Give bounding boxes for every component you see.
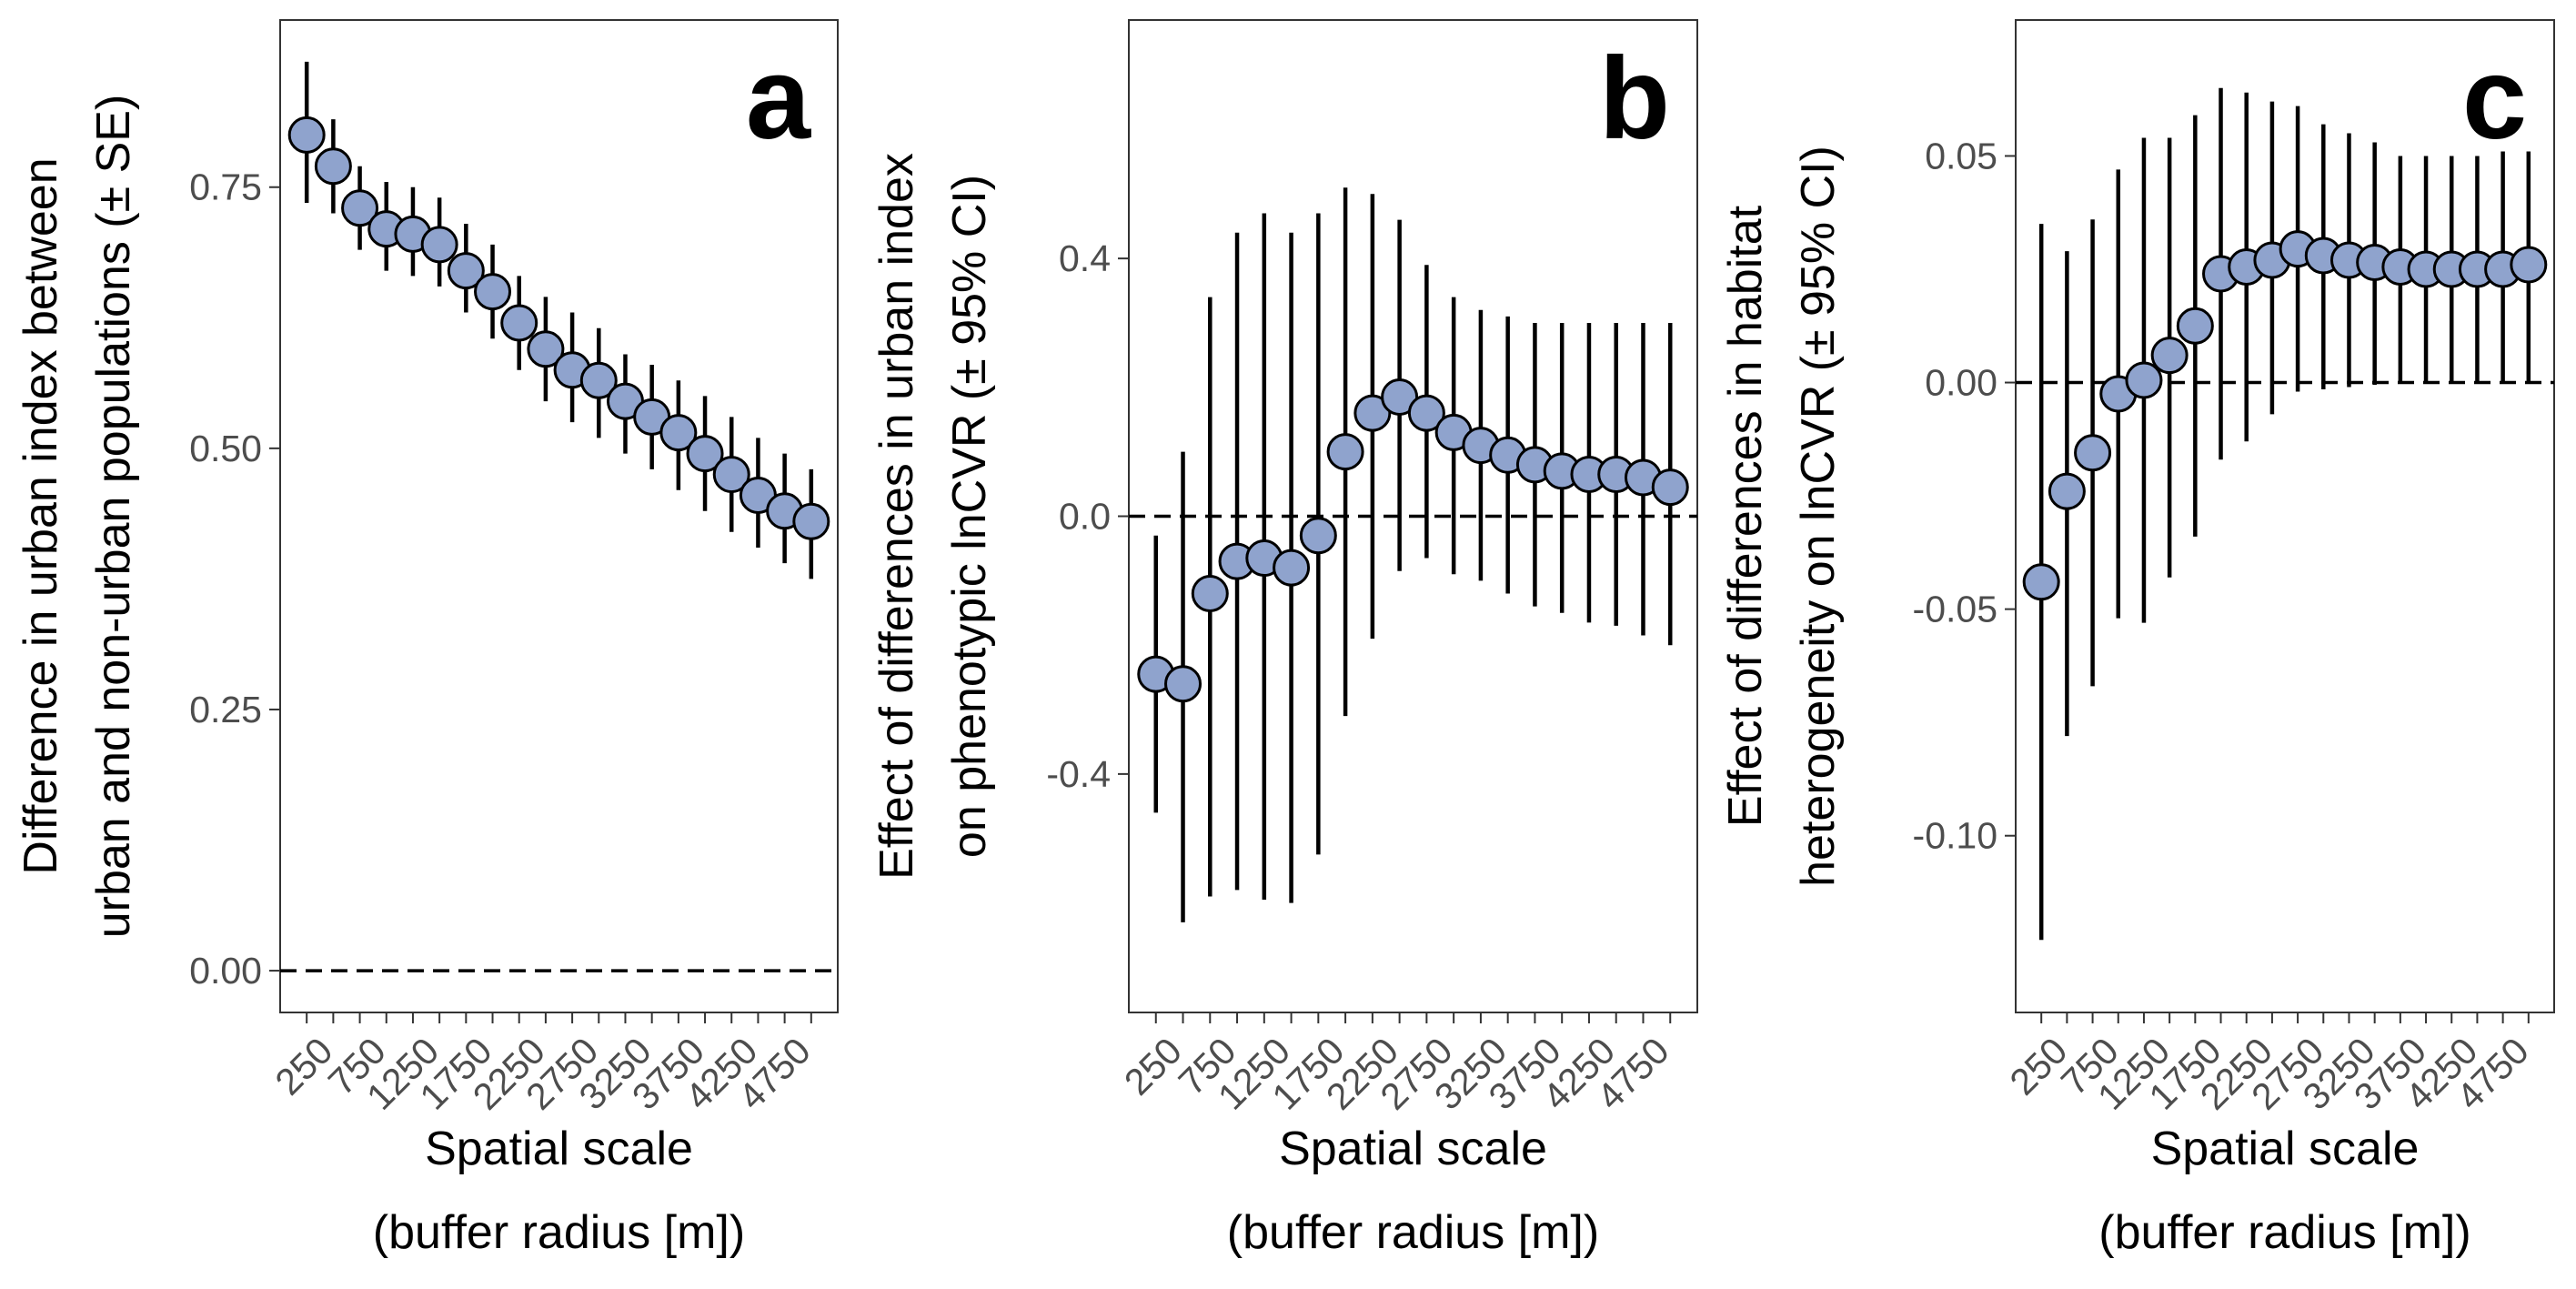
data-point [314,147,352,186]
panel-letter: c [2462,34,2527,164]
y-tick-label: 0.75 [189,166,262,208]
y-axis-title-line-1: Effect of differences in habitat [1719,205,1772,827]
x-axis-title: Spatial scale [2151,1123,2420,1175]
panel-letter: a [746,34,811,164]
y-axis-title-line-1: Effect of differences in urban index [870,153,923,880]
y-tick-label: 0.4 [1059,237,1111,279]
x-axis-title: Spatial scale [425,1123,693,1175]
y-tick-label: 0.0 [1059,496,1111,538]
data-point [712,456,750,494]
y-tick-label: -0.10 [1913,815,1997,857]
panel-b: -0.40.00.4250750125017502250275032503750… [870,19,1698,1259]
y-axis-title-line-2: heterogeneity on lnCVR (± 95% CI) [1792,146,1845,887]
data-point [659,414,698,452]
data-point [1273,549,1311,587]
panel-c: -0.10-0.050.000.052507501250175022502750… [1719,19,2555,1259]
x-axis-subtitle: (buffer radius [m]) [373,1206,745,1259]
y-tick-label: -0.4 [1046,753,1111,795]
data-point [2022,563,2060,601]
x-axis-title: Spatial scale [1279,1123,1547,1175]
y-tick-label: 0.00 [1925,362,1997,404]
data-point [420,226,458,264]
panel-a: 0.000.250.500.75250750125017502250275032… [15,19,839,1259]
y-axis-title-line-2: urban and non-urban populations (± SE) [87,95,140,939]
y-axis-title-line-1: Difference in urban index between [15,157,67,874]
data-point [1299,517,1337,555]
y-tick-label: 0.05 [1925,135,1997,176]
data-point [1191,575,1229,613]
y-tick-label: 0.50 [189,428,262,469]
data-point [447,252,485,290]
data-point [287,116,326,154]
data-point [2074,434,2112,472]
x-axis-subtitle: (buffer radius [m]) [1227,1206,1599,1259]
data-point [2150,337,2189,375]
data-point [2176,307,2214,345]
data-point [792,502,830,540]
data-point [474,273,512,311]
y-tick-label: 0.25 [189,689,262,730]
data-point [1353,394,1392,432]
data-point [1407,394,1445,432]
data-point [1164,665,1202,703]
plot-area-border [2015,19,2555,1013]
data-point [2048,472,2086,510]
data-point [579,361,618,399]
panel-letter: b [1599,34,1670,164]
plot-area-border [279,19,839,1013]
data-point [500,304,538,342]
data-point [2510,246,2548,284]
data-point [341,189,379,227]
data-point [1381,378,1419,416]
y-tick-label: -0.05 [1913,589,1997,630]
y-axis-title-line-2: on phenotypic lnCVR (± 95% CI) [943,175,996,858]
data-point [686,435,724,473]
data-point [1326,433,1364,471]
x-axis-subtitle: (buffer radius [m]) [2098,1206,2470,1259]
data-point [1651,468,1689,507]
data-point [527,330,565,368]
data-point [2125,361,2163,399]
y-tick-label: 0.00 [189,950,262,992]
